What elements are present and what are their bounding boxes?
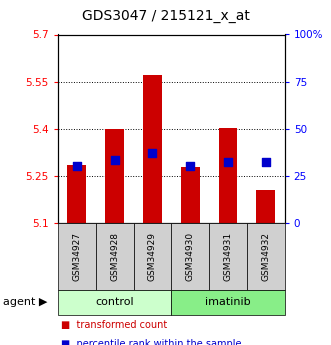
Text: control: control — [95, 297, 134, 307]
Point — [150, 150, 155, 156]
Bar — [256, 190, 275, 223]
Text: GSM34931: GSM34931 — [223, 231, 232, 281]
Text: GSM34929: GSM34929 — [148, 231, 157, 281]
Text: ■  percentile rank within the sample: ■ percentile rank within the sample — [61, 339, 242, 345]
Point — [263, 160, 268, 165]
Point — [112, 158, 117, 163]
Text: GSM34927: GSM34927 — [72, 231, 81, 281]
Point — [74, 164, 79, 169]
Bar — [105, 128, 124, 223]
Point — [188, 164, 193, 169]
Text: GSM34932: GSM34932 — [261, 231, 270, 281]
Bar — [218, 128, 237, 223]
Text: GSM34930: GSM34930 — [186, 231, 195, 281]
Text: agent ▶: agent ▶ — [3, 297, 48, 307]
Bar — [181, 167, 200, 223]
Text: GDS3047 / 215121_x_at: GDS3047 / 215121_x_at — [81, 9, 250, 23]
Text: ■  transformed count: ■ transformed count — [61, 320, 167, 330]
Bar — [68, 165, 86, 223]
Point — [225, 160, 231, 165]
Text: imatinib: imatinib — [205, 297, 251, 307]
Bar — [143, 75, 162, 223]
Text: GSM34928: GSM34928 — [110, 231, 119, 281]
